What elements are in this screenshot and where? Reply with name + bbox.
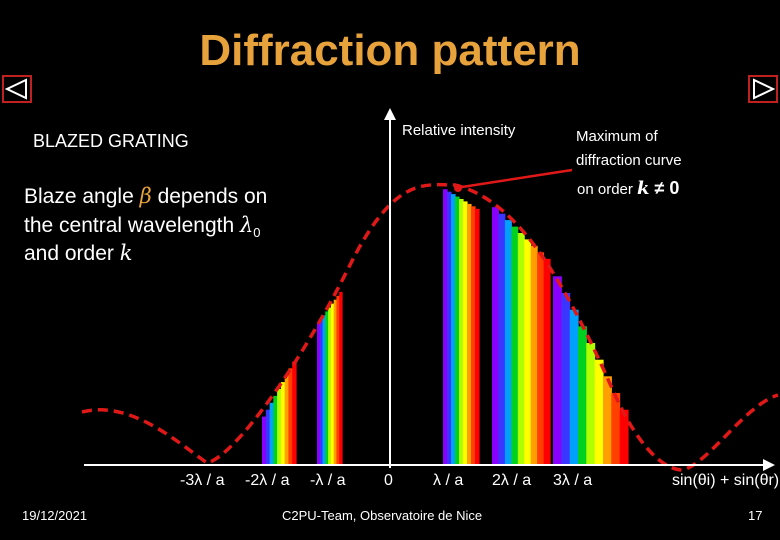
description-line-2: the central wavelength λ0 (24, 213, 261, 245)
description-text: the central wavelength (24, 214, 240, 237)
maximum-marker (454, 184, 462, 192)
spectrum-strip (288, 368, 293, 465)
description-text: depends on (151, 185, 268, 208)
spectrum-strip (569, 309, 579, 465)
spectrum-strip (504, 220, 512, 465)
spectrum-strip (336, 295, 340, 465)
spectrum-strip (603, 376, 612, 465)
annotation-text: on order (577, 181, 638, 198)
x-tick-label: -3λ / a (180, 472, 225, 489)
k-symbol: k (637, 178, 650, 199)
spectrum-strip (455, 196, 460, 465)
spectrum-strip (451, 194, 456, 465)
description-line-3: and order k (24, 241, 132, 266)
x-tick-label: λ / a (433, 472, 464, 489)
spectrum-strip (524, 239, 532, 465)
spectra-group (262, 189, 629, 466)
description-text: and order (24, 242, 120, 265)
previous-slide-icon[interactable] (2, 75, 32, 103)
diffraction-envelope-curve (81, 182, 779, 472)
spectrum-strip (280, 382, 286, 465)
spectrum-strip (611, 393, 621, 465)
spectrum-strip (530, 245, 538, 465)
spectrum-strip (537, 252, 545, 465)
footer-date: 19/12/2021 (22, 508, 88, 523)
spectrum-strip (330, 303, 335, 465)
spectrum-strip (333, 299, 338, 465)
spectrum-strip (319, 319, 324, 465)
spectrum-strip (471, 206, 476, 466)
spectrum-strip (475, 208, 480, 466)
annotation-line-1: Maximum of (576, 128, 658, 145)
spectrum-strip (467, 203, 472, 465)
spectrum-strip (292, 361, 297, 465)
spectrum-strip (317, 323, 321, 465)
description-text: Blaze angle (24, 185, 140, 208)
spectrum-strip (339, 291, 343, 465)
spectrum-strip (273, 395, 278, 465)
spectrum-strip (553, 276, 562, 465)
spectrum-strip (594, 359, 604, 465)
lambda-subscript: 0 (253, 225, 261, 241)
beta-symbol: β (139, 184, 152, 208)
footer-credit: C2PU-Team, Observatoire de Nice (282, 508, 483, 523)
spectrum-strip (543, 258, 551, 465)
spectrum-strip (463, 201, 468, 465)
x-tick-label: 0 (384, 472, 393, 489)
spectrum-strip (619, 409, 629, 465)
not-equal-zero: ≠ 0 (649, 178, 680, 198)
spectrum-strip (586, 343, 596, 465)
spectrum-strip (325, 311, 329, 465)
x-tick-label: -2λ / a (245, 472, 290, 489)
description-line-1: Blaze angle β depends on (24, 184, 267, 209)
spectrum-strip (517, 233, 525, 465)
spectrum-strip (578, 326, 587, 465)
spectrum-strip (492, 207, 499, 465)
spectrum-strip (284, 375, 290, 465)
x-tick-label: 3λ / a (553, 472, 593, 489)
x-axis-label: sin(θi) + sin(θr) (672, 472, 780, 489)
spectrum-strip (328, 307, 332, 465)
spectrum-strip (447, 191, 452, 465)
pointer-arrow-line (461, 168, 573, 189)
k-symbol: k (119, 241, 133, 265)
spectrum-strip (498, 213, 506, 465)
spectrum-strip (262, 416, 267, 465)
spectrum-strip (277, 389, 282, 465)
footer-page-number: 17 (748, 508, 763, 523)
grating-type-label: BLAZED GRATING (33, 131, 189, 151)
spectrum-strip (269, 402, 274, 465)
spectrum-strip (511, 226, 519, 465)
y-axis-arrow (384, 108, 396, 120)
annotation-line-3: on order k ≠ 0 (577, 178, 679, 199)
spectrum-strip (459, 199, 464, 465)
spectrum-strip (322, 315, 326, 465)
x-tick-label: -λ / a (310, 472, 346, 489)
x-axis-arrow (763, 459, 775, 471)
lambda-symbol: λ (239, 213, 254, 237)
annotation-line-2: diffraction curve (576, 152, 682, 169)
spectrum-strip (265, 409, 271, 465)
spectrum-strip (443, 189, 448, 465)
y-axis-label: Relative intensity (402, 122, 516, 139)
x-tick-label: 2λ / a (492, 472, 532, 489)
slide-title: Diffraction pattern (199, 26, 581, 75)
spectrum-strip (561, 293, 571, 465)
next-slide-icon[interactable] (748, 75, 778, 103)
